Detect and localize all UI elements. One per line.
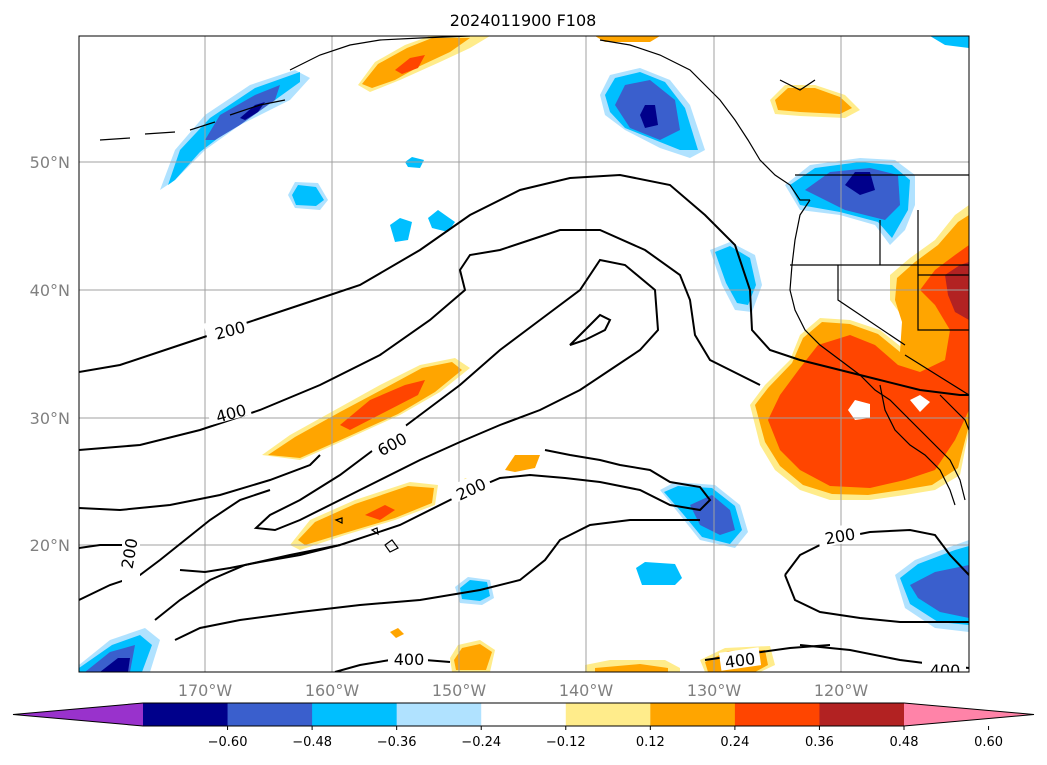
shade-b4 — [390, 628, 404, 638]
contour-600-inner — [569, 313, 612, 346]
coastlines — [99, 36, 969, 553]
latitude-labels: 50°N 40°N 30°N 20°N — [30, 153, 70, 555]
positive-anomaly-shading — [262, 36, 969, 672]
shade-sub-blue — [690, 495, 735, 535]
lon-label-120w: 120°W — [814, 681, 869, 700]
colorbar-tick-label: −0.48 — [292, 735, 332, 750]
shade-goa-navy — [640, 105, 658, 128]
colorbar-segment — [312, 703, 398, 726]
negative-anomaly-shading — [79, 36, 969, 672]
colorbar-tick-label: −0.12 — [546, 735, 586, 750]
contour-200-outer — [79, 173, 969, 396]
contour-label-9: 400 — [930, 661, 961, 680]
shade-pnw-navy — [845, 172, 875, 195]
lat-label-30n: 30°N — [30, 409, 70, 428]
shade-blob-2 — [390, 218, 412, 242]
coast-hawaii — [334, 517, 399, 553]
shade-blob-o1 — [505, 455, 540, 472]
border-states — [790, 210, 969, 396]
shade-aleutian-navy — [240, 102, 265, 120]
contour-400 — [79, 229, 761, 621]
map-title: 2024011900 F108 — [450, 11, 597, 30]
shade-sub2-cyan — [636, 562, 682, 585]
coast-aleutians — [99, 99, 286, 141]
coast-us-west — [789, 199, 966, 501]
colorbar-segment — [227, 703, 313, 726]
colorbar: −0.60 −0.48 −0.36 −0.24 −0.12 0.12 0.24 0.36 0.4… — [12, 702, 1035, 750]
colorbar-segment — [734, 703, 820, 726]
shade-aleutian-blue — [205, 85, 280, 140]
coast-baja — [879, 384, 956, 506]
shade-ar2-red — [365, 505, 395, 520]
shade-swus-red — [768, 245, 969, 488]
plot-area: 200 400 600 200 200 200 400 400 400 — [79, 36, 969, 680]
colorbar-extend-min — [13, 703, 143, 726]
colorbar-tick-label: −0.24 — [461, 735, 501, 750]
colorbar-segment — [819, 703, 905, 726]
colorbar-segment — [396, 703, 482, 726]
shade-blob-3 — [428, 210, 455, 232]
colorbar-segment — [565, 703, 651, 726]
shade-alaska-red — [395, 55, 425, 74]
shade-b1-orange — [454, 644, 492, 670]
lat-label-40n: 40°N — [30, 281, 70, 300]
shade-bc-orange — [775, 88, 852, 114]
contour-label-7: 400 — [394, 650, 425, 669]
lat-label-20n: 20°N — [30, 536, 70, 555]
lon-label-130w: 130°W — [687, 681, 742, 700]
colorbar-segment — [481, 703, 567, 726]
lat-label-50n: 50°N — [30, 153, 70, 172]
lon-label-140w: 140°W — [559, 681, 614, 700]
shade-top-right — [930, 36, 969, 48]
colorbar-extend-max — [904, 703, 1034, 726]
contour-200-south — [79, 489, 341, 601]
lon-label-170w: 170°W — [178, 681, 233, 700]
coast-bc — [779, 79, 816, 91]
longitude-labels: 170°W 160°W 150°W 140°W 130°W 120°W — [178, 681, 869, 700]
shade-swus-darkred — [945, 262, 969, 320]
colorbar-tick-label: 0.36 — [805, 735, 834, 750]
colorbar-tick-label: 0.60 — [974, 735, 1003, 750]
shade-top-mid — [595, 36, 660, 42]
coast-alaska — [289, 36, 810, 201]
colorbar-outline — [12, 702, 1035, 727]
colorbar-tick-label: −0.36 — [377, 735, 417, 750]
coast-mex — [939, 394, 969, 431]
colorbar-segment — [143, 703, 229, 726]
shade-se-blue — [910, 565, 969, 618]
shade-swus-hole2 — [910, 395, 930, 412]
contour-label-8: 400 — [724, 649, 757, 672]
colorbar-segment — [650, 703, 736, 726]
colorbar-tick-label: 0.24 — [720, 735, 749, 750]
colorbar-tick-label: 0.48 — [890, 735, 919, 750]
colorbar-tick-label: 0.12 — [636, 735, 665, 750]
shade-blob-1b — [292, 185, 324, 206]
map-frame — [78, 35, 970, 673]
lon-label-150w: 150°W — [432, 681, 487, 700]
contour-200-w — [79, 519, 700, 641]
shade-swus-hole — [848, 400, 870, 420]
shade-b2-orange — [595, 664, 668, 672]
lon-label-160w: 160°W — [305, 681, 360, 700]
colorbar-tick-label: −0.60 — [208, 735, 248, 750]
contour-200-se — [784, 528, 969, 623]
shade-sw-navy — [100, 658, 130, 672]
shade-pnw-blue — [805, 168, 900, 220]
